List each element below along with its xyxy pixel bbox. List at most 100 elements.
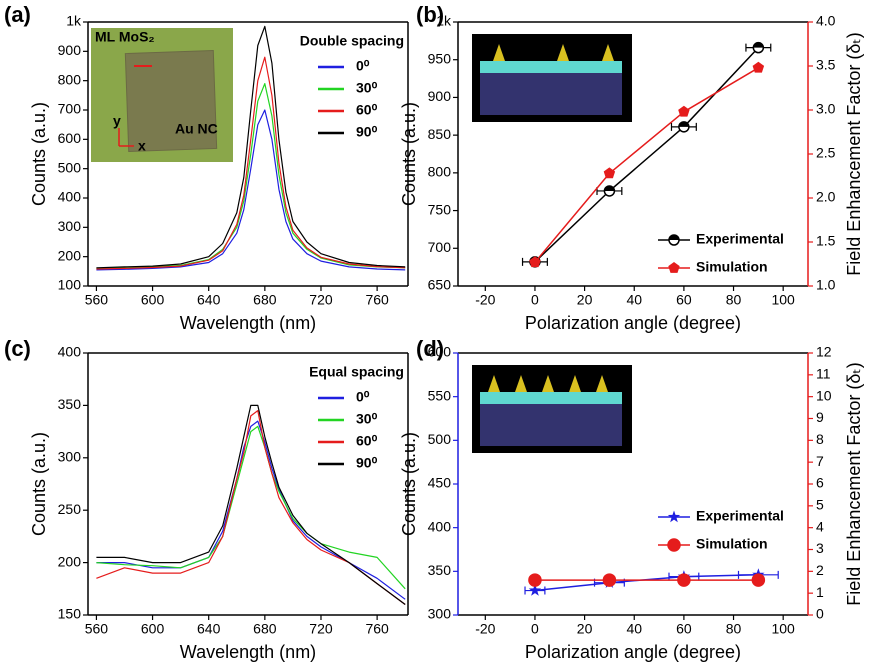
y-tick-label: 850 [428, 126, 452, 142]
marker [752, 61, 765, 73]
x-tick-label: 60 [676, 292, 692, 308]
y-tick-label: 350 [58, 396, 82, 412]
marker [528, 584, 542, 596]
y-tick-label: 1k [66, 13, 82, 29]
panel-label: (c) [4, 336, 31, 361]
panel-label: (a) [4, 2, 31, 27]
annotation: ML MoS₂ [95, 29, 155, 45]
series-line [534, 67, 759, 263]
y2-tick-label: 2.5 [816, 145, 836, 161]
legend-label: 0⁰ [356, 58, 370, 74]
x-tick-label: 680 [253, 292, 277, 308]
panel-label: (b) [416, 2, 444, 27]
nano-cone [557, 44, 569, 61]
x-tick-label: 40 [626, 292, 642, 308]
y2-tick-label: 4.0 [816, 13, 836, 29]
marker-half [678, 121, 689, 127]
legend-title: Equal spacing [309, 364, 404, 380]
x-tick-label: 80 [726, 292, 742, 308]
series-line [96, 425, 406, 590]
y2-tick-label: 0 [816, 606, 824, 622]
y-tick-label: 550 [428, 387, 452, 403]
x-tick-label: 100 [771, 621, 795, 637]
layer [480, 392, 622, 404]
legend-label: 90⁰ [356, 124, 378, 140]
x-axis-label: Polarization angle (degree) [525, 642, 741, 662]
marker-half [604, 185, 615, 191]
y-tick-label: 200 [58, 247, 82, 263]
legend-label: 30⁰ [356, 411, 378, 427]
nano-cone [493, 44, 505, 61]
y-tick-label: 450 [428, 475, 452, 491]
y-tick-label: 900 [58, 42, 82, 58]
marker [678, 105, 690, 117]
x-tick-label: 600 [141, 621, 165, 637]
y-tick-label: 300 [428, 606, 452, 622]
x-tick-label: 80 [726, 621, 742, 637]
y-tick-label: 400 [58, 344, 82, 360]
legend-marker [667, 538, 681, 552]
y2-tick-label: 10 [816, 387, 832, 403]
series-line [96, 404, 406, 605]
legend-label: Simulation [696, 536, 768, 552]
inset-schematic-b [472, 34, 632, 122]
annotation: x [138, 138, 146, 154]
y2-tick-label: 3.0 [816, 101, 836, 117]
substrate [480, 73, 622, 115]
y-tick-label: 600 [58, 130, 82, 146]
y-tick-label: 500 [428, 431, 452, 447]
x-tick-label: 20 [577, 292, 593, 308]
legend-label: 0⁰ [356, 389, 370, 405]
y-tick-label: 150 [58, 606, 82, 622]
legend-label: 60⁰ [356, 102, 378, 118]
y-tick-label: 900 [428, 88, 452, 104]
substrate [480, 404, 622, 446]
marker [751, 573, 766, 587]
layer [480, 61, 622, 73]
series-line [96, 109, 406, 271]
y2-tick-label: 7 [816, 453, 824, 469]
y-tick-label: 400 [58, 189, 82, 205]
y-tick-label: 200 [58, 553, 82, 569]
x-tick-label: 560 [85, 292, 109, 308]
legend-label: Experimental [696, 231, 784, 247]
y-tick-label: 1k [436, 13, 452, 29]
x-tick-label: 640 [197, 292, 221, 308]
legend-label: 90⁰ [356, 455, 378, 471]
y2-tick-label: 9 [816, 409, 824, 425]
marker [528, 573, 542, 587]
marker-half [753, 42, 764, 48]
y2-tick-label: 3 [816, 540, 824, 556]
y2-tick-label: 1 [816, 584, 824, 600]
nano-cone [542, 375, 554, 392]
x-tick-label: 720 [309, 292, 333, 308]
y-tick-label: 800 [58, 71, 82, 87]
y-tick-label: 600 [428, 344, 452, 360]
x-tick-label: -20 [475, 621, 495, 637]
annotation: Au NC [175, 121, 218, 137]
marker [602, 573, 617, 587]
nano-cone [569, 375, 581, 392]
y-tick-label: 800 [428, 164, 452, 180]
x-tick-label: 600 [141, 292, 165, 308]
legend-marker [668, 262, 680, 273]
y-tick-label: 100 [58, 277, 82, 293]
series-line [96, 56, 406, 270]
nano-cone [488, 375, 500, 392]
x-tick-label: 760 [365, 621, 389, 637]
y2-tick-label: 3.5 [816, 57, 836, 73]
y-tick-label: 350 [428, 562, 452, 578]
x-tick-label: 560 [85, 621, 109, 637]
y-axis-label: Counts (a.u.) [399, 432, 419, 536]
y-tick-label: 500 [58, 159, 82, 175]
marker [603, 167, 616, 179]
x-tick-label: 680 [253, 621, 277, 637]
y-tick-label: 950 [428, 50, 452, 66]
y2-tick-label: 1.5 [816, 233, 836, 249]
x-tick-label: -20 [475, 292, 495, 308]
series-line [534, 574, 759, 592]
nano-cone [602, 44, 614, 61]
marker [529, 256, 541, 268]
y2-axis-label: Field Enhancement Factor (δₜ) [844, 362, 864, 605]
